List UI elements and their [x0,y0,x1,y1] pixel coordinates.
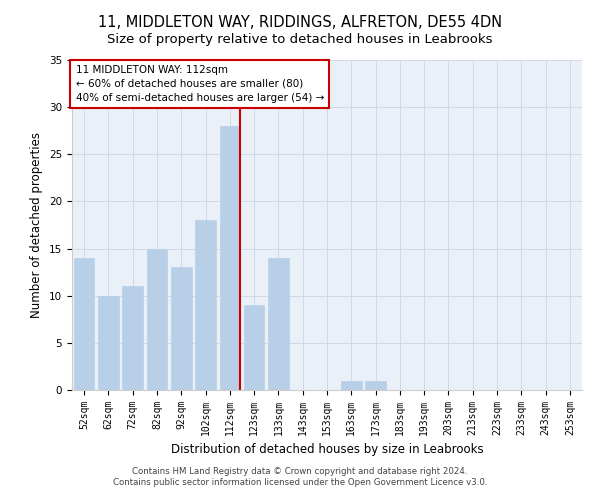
Bar [122,286,143,390]
Bar [365,380,386,390]
Bar [98,296,119,390]
Text: Size of property relative to detached houses in Leabrooks: Size of property relative to detached ho… [107,32,493,46]
Text: 11, MIDDLETON WAY, RIDDINGS, ALFRETON, DE55 4DN: 11, MIDDLETON WAY, RIDDINGS, ALFRETON, D… [98,15,502,30]
Text: Contains public sector information licensed under the Open Government Licence v3: Contains public sector information licen… [113,478,487,487]
Bar [220,126,240,390]
Y-axis label: Number of detached properties: Number of detached properties [31,132,43,318]
Text: 11 MIDDLETON WAY: 112sqm
← 60% of detached houses are smaller (80)
40% of semi-d: 11 MIDDLETON WAY: 112sqm ← 60% of detach… [76,64,324,102]
Bar [146,248,167,390]
Bar [195,220,216,390]
Text: Contains HM Land Registry data © Crown copyright and database right 2024.: Contains HM Land Registry data © Crown c… [132,467,468,476]
Bar [268,258,289,390]
Bar [244,305,265,390]
Bar [341,380,362,390]
Bar [171,268,191,390]
X-axis label: Distribution of detached houses by size in Leabrooks: Distribution of detached houses by size … [170,444,484,456]
Bar [74,258,94,390]
